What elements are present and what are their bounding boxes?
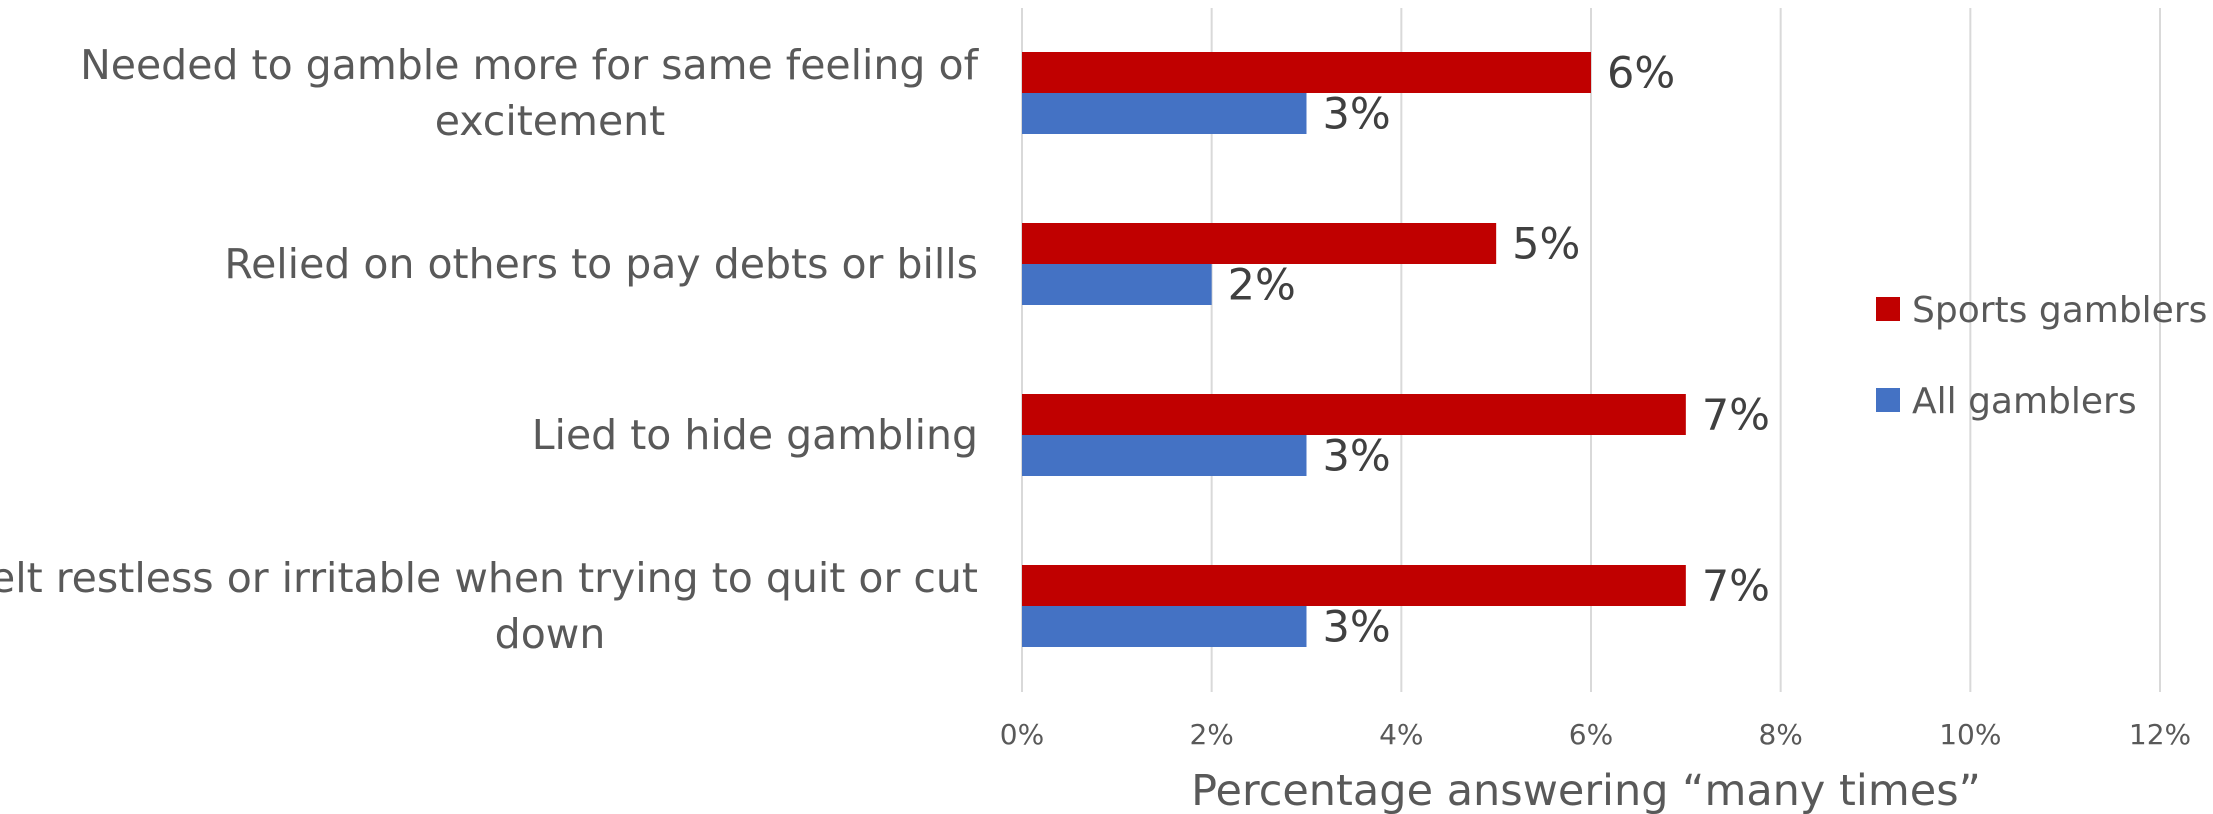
x-tick-labels: 0% 2% 4% 6% 8% 10% 12% [1000,718,2191,751]
category-label: Felt restless or irritable when trying t… [0,554,978,602]
bar-sports-gamblers [1022,52,1591,93]
x-tick-label: 8% [1758,718,1802,751]
category-label: Lied to hide gambling [532,411,978,459]
bars [1022,52,1686,647]
bar-sports-gamblers [1022,394,1686,435]
x-tick-label: 4% [1379,718,1423,751]
legend-swatch [1876,388,1900,412]
bar-all-gamblers [1022,606,1307,647]
legend-label: All gamblers [1912,381,2137,422]
x-tick-label: 12% [2129,718,2191,751]
legend-swatch [1876,297,1900,321]
category-label: down [495,610,606,658]
x-tick-label: 10% [1939,718,2001,751]
data-label: 7% [1702,391,1770,441]
category-label: Needed to gamble more for same feeling o… [80,41,980,89]
bar-sports-gamblers [1022,565,1686,606]
data-label: 3% [1323,603,1391,653]
data-label: 6% [1607,49,1675,99]
x-tick-label: 6% [1569,718,1613,751]
legend-label: Sports gamblers [1912,290,2207,331]
bar-all-gamblers [1022,264,1212,305]
legend: Sports gamblers All gamblers [1876,290,2207,422]
data-labels: 6% 3% 5% 2% 7% 3% 7% 3% [1228,49,1770,653]
category-label: Relied on others to pay debts or bills [224,240,978,288]
bar-all-gamblers [1022,93,1307,134]
data-label: 2% [1228,261,1296,311]
x-tick-label: 0% [1000,718,1044,751]
bar-all-gamblers [1022,435,1307,476]
x-tick-label: 2% [1189,718,1233,751]
data-label: 5% [1512,220,1580,270]
bar-sports-gamblers [1022,223,1497,264]
data-label: 7% [1702,562,1770,612]
category-label: excitement [435,97,666,145]
x-axis-title: Percentage answering “many times” [1191,766,1981,814]
data-label: 3% [1323,432,1391,482]
data-label: 3% [1323,90,1391,140]
category-labels: Needed to gamble more for same feeling o… [0,41,980,658]
